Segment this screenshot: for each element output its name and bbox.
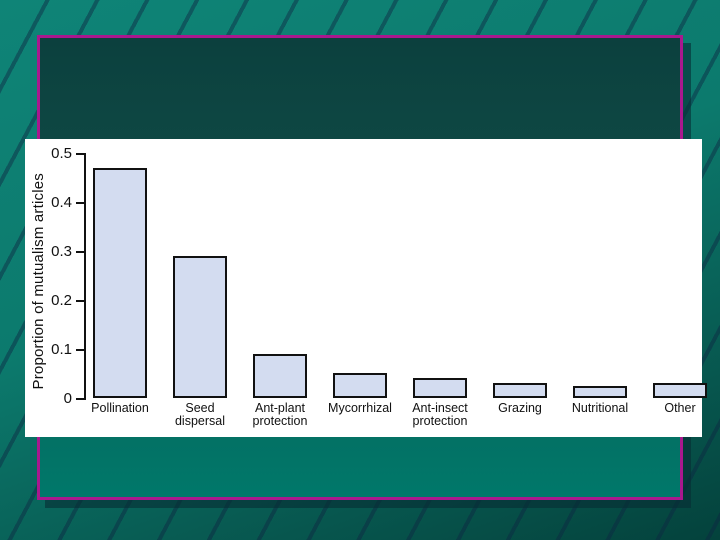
y-tick-label: 0 <box>63 390 72 407</box>
bar-nutritional <box>573 386 627 398</box>
bar-ant-plant-protection <box>253 354 307 398</box>
bar-other <box>653 383 707 398</box>
x-category-label: Mycorrhizal <box>328 401 392 415</box>
plot-area: 0.5 0.4 0.3 0.2 0.1 0 Pollination Seed dispersal… <box>25 139 707 437</box>
y-tick-label: 0.1 <box>51 341 72 358</box>
y-axis-line <box>84 153 86 400</box>
x-category-label: Ant-plant protection <box>252 401 308 428</box>
bar-mycorrhizal <box>333 373 387 398</box>
bar-ant-insect-protection <box>413 378 467 398</box>
y-tick-label: 0.3 <box>51 243 72 260</box>
y-tick-mark <box>76 300 84 302</box>
x-category-label: Ant-insect protection <box>412 401 468 428</box>
x-category-label: Seed dispersal <box>174 401 226 428</box>
y-tick-mark <box>76 251 84 253</box>
bar-chart-figure: Proportion of mutualism articles 0.5 0.4 0… <box>25 139 707 437</box>
x-category-label: Nutritional <box>571 401 629 415</box>
y-tick-label: 0.2 <box>51 292 72 309</box>
bar-seed-dispersal <box>173 256 227 398</box>
bar-grazing <box>493 383 547 398</box>
y-tick-mark <box>76 153 84 155</box>
bar-pollination <box>93 168 147 398</box>
x-category-label: Grazing <box>498 401 542 415</box>
y-tick-label: 0.5 <box>51 145 72 162</box>
y-tick-label: 0.4 <box>51 194 72 211</box>
y-tick-mark <box>76 202 84 204</box>
y-tick-mark <box>76 349 84 351</box>
x-category-label: Other <box>664 401 696 415</box>
y-tick-mark <box>76 398 84 400</box>
x-category-label: Pollination <box>91 401 149 415</box>
